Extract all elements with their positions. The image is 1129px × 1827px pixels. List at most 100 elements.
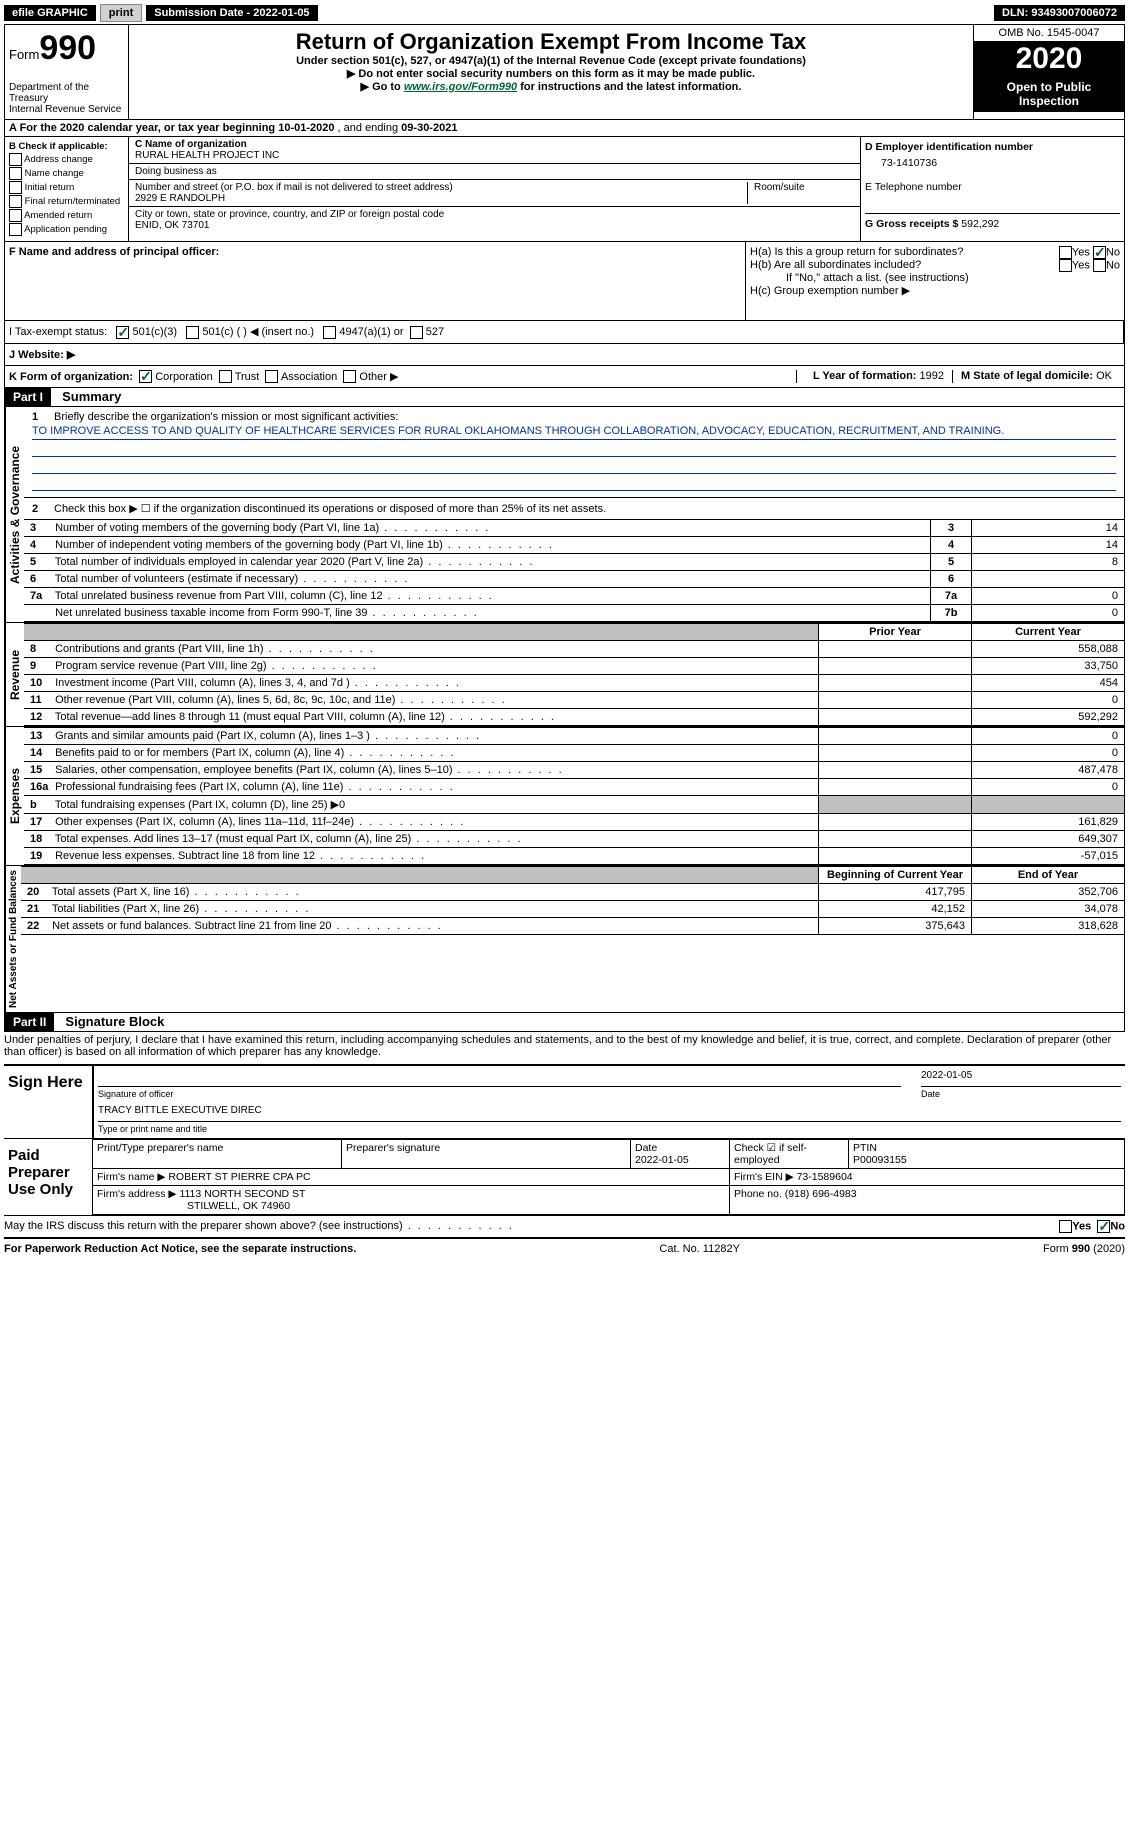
vlabel-expenses: Expenses xyxy=(5,727,24,865)
main-title: Return of Organization Exempt From Incom… xyxy=(133,29,969,55)
street-row: Number and street (or P.O. box if mail i… xyxy=(129,180,860,207)
box-i: I Tax-exempt status: 501(c)(3) 501(c) ( … xyxy=(5,321,1124,343)
cb-other[interactable] xyxy=(343,370,356,383)
opt-4947: 4947(a)(1) or xyxy=(339,326,403,338)
discuss-no-checkbox[interactable] xyxy=(1097,1220,1110,1233)
sig-date-label: Date xyxy=(921,1089,1121,1099)
row-i: I Tax-exempt status: 501(c)(3) 501(c) ( … xyxy=(4,321,1125,344)
part1-netassets: Net Assets or Fund Balances Beginning of… xyxy=(4,866,1125,1013)
hb-label: H(b) Are all subordinates included? xyxy=(750,259,921,272)
dba-label: Doing business as xyxy=(135,166,854,177)
form-number: 990 xyxy=(39,29,96,67)
cb-amended-return[interactable]: Amended return xyxy=(9,209,124,222)
declaration-text: Under penalties of perjury, I declare th… xyxy=(4,1032,1125,1060)
dba-row: Doing business as xyxy=(129,164,860,180)
table-row: 13 Grants and similar amounts paid (Part… xyxy=(24,728,1124,745)
instr2-post: for instructions and the latest informat… xyxy=(517,81,741,93)
cb-final-return[interactable]: Final return/terminated xyxy=(9,195,124,208)
vlabel-revenue: Revenue xyxy=(5,623,24,726)
cb-address-change[interactable]: Address change xyxy=(9,153,124,166)
hb-note: If "No," attach a list. (see instruction… xyxy=(750,272,1120,284)
org-name: RURAL HEALTH PROJECT INC xyxy=(135,150,854,161)
table-row: 21 Total liabilities (Part X, line 26)42… xyxy=(21,901,1124,918)
cb-527[interactable] xyxy=(410,326,423,339)
expenses-table: 13 Grants and similar amounts paid (Part… xyxy=(24,727,1124,865)
pra-notice: For Paperwork Reduction Act Notice, see … xyxy=(4,1243,356,1255)
submission-date-box: Submission Date - 2022-01-05 xyxy=(146,5,317,21)
hc-label: H(c) Group exemption number ▶ xyxy=(750,284,1120,297)
city-value: ENID, OK 73701 xyxy=(135,220,854,231)
mission-text: TO IMPROVE ACCESS TO AND QUALITY OF HEAL… xyxy=(32,425,1116,440)
table-row: Net unrelated business taxable income fr… xyxy=(24,605,1124,622)
form990-link[interactable]: www.irs.gov/Form990 xyxy=(404,81,517,93)
cb-application-pending[interactable]: Application pending xyxy=(9,223,124,236)
governance-table: 3 Number of voting members of the govern… xyxy=(24,519,1124,622)
table-row: 5 Total number of individuals employed i… xyxy=(24,554,1124,571)
form-prefix: Form xyxy=(9,47,39,62)
revenue-table: Prior YearCurrent Year8 Contributions an… xyxy=(24,623,1124,726)
part1-header-bar: Part I Summary xyxy=(4,388,1125,407)
sign-here-row: Sign Here Signature of officer 2022-01-0… xyxy=(4,1066,1125,1139)
submission-date: 2022-01-05 xyxy=(253,7,309,19)
cb-trust[interactable] xyxy=(219,370,232,383)
table-row: 4 Number of independent voting members o… xyxy=(24,537,1124,554)
part2-title: Signature Block xyxy=(65,1014,164,1029)
print-button[interactable]: print xyxy=(100,4,142,22)
part2-header: Part II xyxy=(5,1013,54,1031)
box-k-label: K Form of organization: xyxy=(9,371,133,383)
box-b-label: B Check if applicable: xyxy=(9,141,108,152)
city-label: City or town, state or province, country… xyxy=(135,209,854,220)
table-row: b Total fundraising expenses (Part IX, c… xyxy=(24,796,1124,814)
table-row: 17 Other expenses (Part IX, column (A), … xyxy=(24,814,1124,831)
city-row: City or town, state or province, country… xyxy=(129,207,860,233)
website-label: J Website: ▶ xyxy=(9,349,75,361)
cb-501c[interactable] xyxy=(186,326,199,339)
part2-header-bar: Part II Signature Block xyxy=(4,1013,1125,1032)
prep-sig-cell: Preparer's signature xyxy=(342,1140,631,1169)
form-id-cell: Form990 Department of the Treasury Inter… xyxy=(5,25,129,119)
box-i-label: I Tax-exempt status: xyxy=(9,326,107,338)
firm-phone-cell: Phone no. (918) 696-4983 xyxy=(730,1186,1125,1215)
info-grid: B Check if applicable: Address change Na… xyxy=(4,137,1125,242)
prep-name-cell: Print/Type preparer's name xyxy=(93,1140,342,1169)
table-row: 11 Other revenue (Part VIII, column (A),… xyxy=(24,692,1124,709)
cb-association[interactable] xyxy=(265,370,278,383)
room-suite-label: Room/suite xyxy=(747,182,854,204)
section-a-prefix: A For the 2020 calendar year, or tax yea… xyxy=(9,122,278,134)
org-name-row: C Name of organization RURAL HEALTH PROJ… xyxy=(129,137,860,164)
l-label: L Year of formation: xyxy=(813,370,920,382)
type-name-label: Type or print name and title xyxy=(98,1124,1121,1134)
vlabel-netassets: Net Assets or Fund Balances xyxy=(5,866,21,1012)
tax-year-begin: 10-01-2020 xyxy=(278,122,334,134)
cb-corporation[interactable] xyxy=(139,370,152,383)
table-row: 3 Number of voting members of the govern… xyxy=(24,520,1124,537)
officer-name: TRACY BITTLE EXECUTIVE DIREC xyxy=(98,1105,1121,1122)
ha-no-checkbox[interactable] xyxy=(1093,246,1106,259)
table-row: 20 Total assets (Part X, line 16)417,795… xyxy=(21,884,1124,901)
tax-year: 2020 xyxy=(974,42,1124,76)
sign-here-label: Sign Here xyxy=(4,1066,92,1138)
cb-4947[interactable] xyxy=(323,326,336,339)
box-f: F Name and address of principal officer: xyxy=(5,242,746,320)
table-row: 9 Program service revenue (Part VIII, li… xyxy=(24,658,1124,675)
opt-527: 527 xyxy=(426,326,444,338)
org-name-label: C Name of organization xyxy=(135,139,247,150)
part1-header: Part I xyxy=(5,388,51,406)
cb-name-change[interactable]: Name change xyxy=(9,167,124,180)
part1-governance: Activities & Governance 1Briefly describ… xyxy=(4,407,1125,623)
sig-officer-label: Signature of officer xyxy=(98,1089,901,1099)
table-row: 6 Total number of volunteers (estimate i… xyxy=(24,571,1124,588)
cb-501c3[interactable] xyxy=(116,326,129,339)
form-header: Form990 Department of the Treasury Inter… xyxy=(4,24,1125,120)
department-label: Department of the Treasury Internal Reve… xyxy=(9,82,124,115)
hb-answer: Yes No xyxy=(1059,259,1120,272)
instruction-2: ▶ Go to www.irs.gov/Form990 for instruct… xyxy=(133,80,969,93)
officer-signature: Signature of officer 2022-01-05 Date TRA… xyxy=(92,1066,1125,1138)
gross-receipts-label: G Gross receipts $ xyxy=(865,218,961,230)
table-row: 19 Revenue less expenses. Subtract line … xyxy=(24,848,1124,865)
box-c: C Name of organization RURAL HEALTH PROJ… xyxy=(129,137,861,241)
omb-cell: OMB No. 1545-0047 2020 Open to Public In… xyxy=(974,25,1124,119)
cb-initial-return[interactable]: Initial return xyxy=(9,181,124,194)
mission-block: 1Briefly describe the organization's mis… xyxy=(24,407,1124,498)
street-label: Number and street (or P.O. box if mail i… xyxy=(135,182,747,193)
